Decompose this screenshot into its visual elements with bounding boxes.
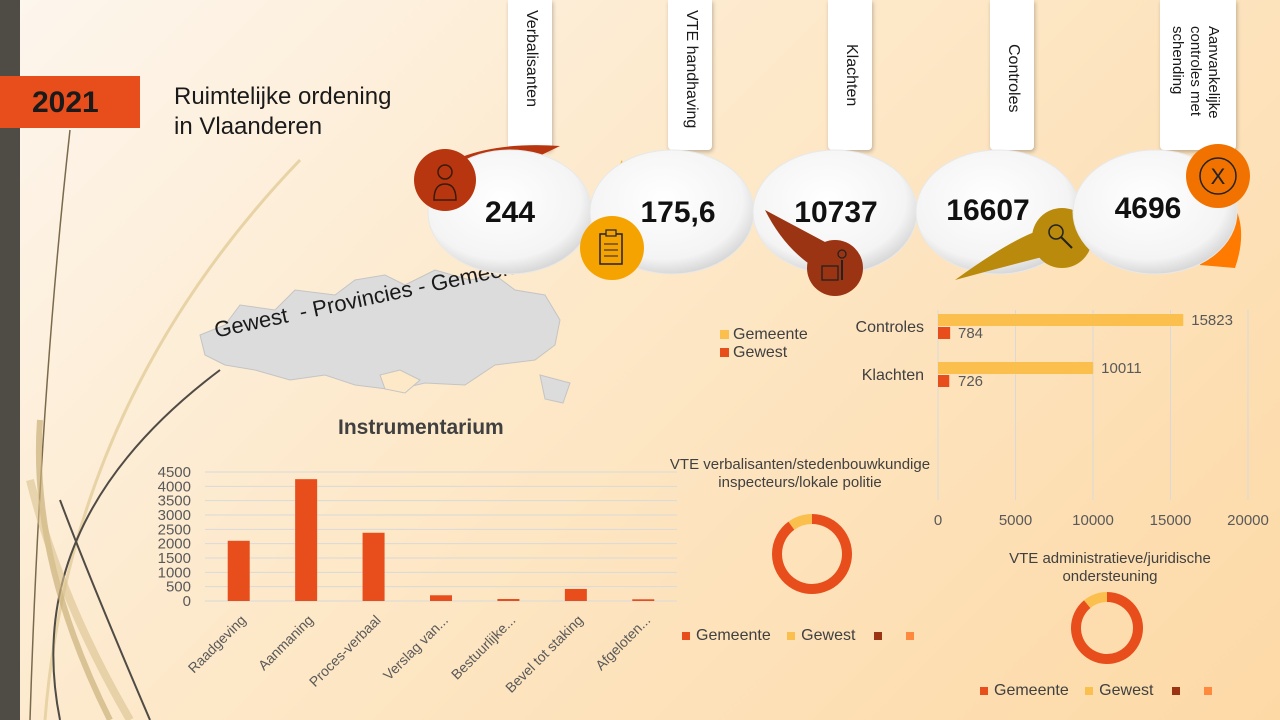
clipboard-icon	[580, 216, 644, 280]
legend-label-gewest-2: Gewest	[1099, 682, 1154, 699]
donut-1-title: VTE verbalisanten/stedenbouwkundige insp…	[669, 456, 931, 491]
bar-x-tick-label: Afgeloten...	[592, 612, 653, 673]
donut-2-legend: Gemeente Gewest	[980, 682, 1218, 700]
bar-x-tick-label: Proces-verbaal	[306, 612, 384, 690]
legend-label-gewest: Gewest	[801, 627, 856, 644]
donut-slice	[1084, 592, 1108, 609]
hbar-bar	[938, 314, 1184, 326]
hbar-data-label: 784	[958, 325, 983, 342]
legend-label-gemeente-2: Gemeente	[994, 682, 1069, 699]
x-circle-icon	[1186, 144, 1250, 208]
bar-x-tick-label: Bestuurlijke...	[448, 612, 519, 683]
svg-text:X: X	[1211, 164, 1226, 189]
kpi-label-verbalisanten: Verbalisanten	[523, 10, 540, 107]
hbar-legend-swatch	[720, 330, 729, 339]
hbar-data-label: 726	[958, 373, 983, 390]
bar-y-tick-label: 0	[183, 593, 191, 610]
legend-swatch-4b	[1204, 686, 1213, 695]
hbar-data-label: 15823	[1191, 312, 1233, 329]
donut-2-title: VTE administratieve/juridische ondersteu…	[1009, 550, 1211, 585]
hbar-category-label: Controles	[856, 319, 924, 336]
bar-y-tick-label: 4500	[158, 464, 191, 481]
legend-swatch-4	[906, 631, 915, 640]
bar	[564, 588, 587, 601]
kpi-tag-verbalisanten	[508, 0, 552, 150]
hbar-x-tick-label: 0	[934, 512, 942, 529]
bar	[362, 532, 385, 601]
hbar-bar	[938, 327, 951, 339]
donut-slice	[1071, 592, 1143, 664]
kpi-label-schending: Aanvankelijke controles met schending	[1169, 26, 1222, 119]
donut-chart-1	[772, 514, 852, 594]
year-tab	[0, 76, 140, 128]
hbar-bar	[938, 362, 1094, 374]
donut-chart-2	[1071, 592, 1143, 664]
legend-swatch-gemeente	[682, 631, 690, 640]
kpi-value-schending: 4696	[1114, 192, 1182, 225]
title-line-1: Ruimtelijke ordening	[174, 83, 392, 110]
bar-y-tick-label: 1000	[158, 564, 191, 581]
page-title: Ruimtelijke ordening in Vlaanderen	[174, 82, 434, 142]
kpi-tag-klachten	[828, 0, 872, 150]
complaint-icon	[807, 240, 863, 296]
legend-label-gemeente: Gemeente	[696, 627, 771, 644]
bar-y-tick-label: 4000	[158, 478, 191, 495]
flanders-map	[199, 269, 571, 404]
kpi-tag-controles	[990, 0, 1034, 150]
hbar-category-label: Klachten	[862, 367, 924, 384]
kpi-label-vte: VTE handhaving	[683, 10, 700, 129]
bar	[430, 595, 452, 601]
kpi-value-klachten: 10737	[794, 196, 878, 229]
bar-y-tick-label: 3000	[158, 507, 191, 524]
bar-y-tick-label: 3500	[158, 493, 191, 510]
kpi-tag-schending	[1160, 0, 1236, 150]
hbar-legend-swatch	[720, 348, 729, 357]
side-bar	[0, 0, 20, 720]
legend-swatch-gewest-2	[1085, 686, 1094, 695]
legend-swatch-3	[873, 631, 882, 640]
bar-x-tick-label: Aanmaning	[255, 612, 316, 673]
hbar-data-label: 10011	[1101, 360, 1142, 377]
bar-y-tick-label: 1500	[158, 550, 191, 567]
hbar-x-tick-label: 20000	[1227, 512, 1269, 529]
kpi-value-verbalisanten: 244	[484, 196, 536, 229]
donut-slice	[788, 514, 813, 530]
donut-1-legend: Gemeente Gewest	[682, 627, 920, 645]
bar-x-tick-label: Verslag van...	[380, 612, 451, 683]
hbar-x-tick-label: 15000	[1150, 512, 1192, 529]
legend-swatch-gewest	[787, 631, 796, 640]
bar	[227, 540, 250, 601]
hbar-legend-label: Gemeente	[733, 326, 808, 343]
title-line-2: in Vlaanderen	[174, 113, 323, 140]
hbar-legend-label: Gewest	[733, 344, 788, 361]
kpi-value-controles: 16607	[946, 194, 1030, 227]
legend-swatch-3b	[1171, 686, 1180, 695]
bar-x-tick-label: Raadgeving	[185, 612, 249, 676]
hbar-x-tick-label: 5000	[999, 512, 1032, 529]
kpi-label-controles: Controles	[1005, 44, 1022, 113]
bar-y-tick-label: 500	[166, 579, 191, 596]
bar-y-tick-label: 2000	[158, 536, 191, 553]
bar-y-tick-label: 2500	[158, 521, 191, 538]
hbar-bar	[938, 375, 950, 387]
kpi-circles: X	[414, 144, 1250, 296]
controles-klachten-chart: 0 5000 10000 15000 20000 Controles 15823 784 Kla…	[720, 310, 1269, 529]
legend-swatch-gemeente-2	[980, 686, 988, 695]
person-icon	[414, 149, 476, 211]
year-label: 2021	[32, 86, 99, 119]
bar	[497, 598, 520, 601]
bar	[295, 479, 318, 601]
kpi-label-klachten: Klachten	[843, 44, 860, 107]
hbar-x-tick-label: 10000	[1072, 512, 1114, 529]
bar-chart-title: Instrumentarium	[338, 416, 504, 439]
bar	[632, 599, 655, 601]
kpi-tag-vte	[668, 0, 712, 150]
donut-slice	[772, 514, 852, 594]
kpi-value-vte: 175,6	[640, 196, 716, 229]
